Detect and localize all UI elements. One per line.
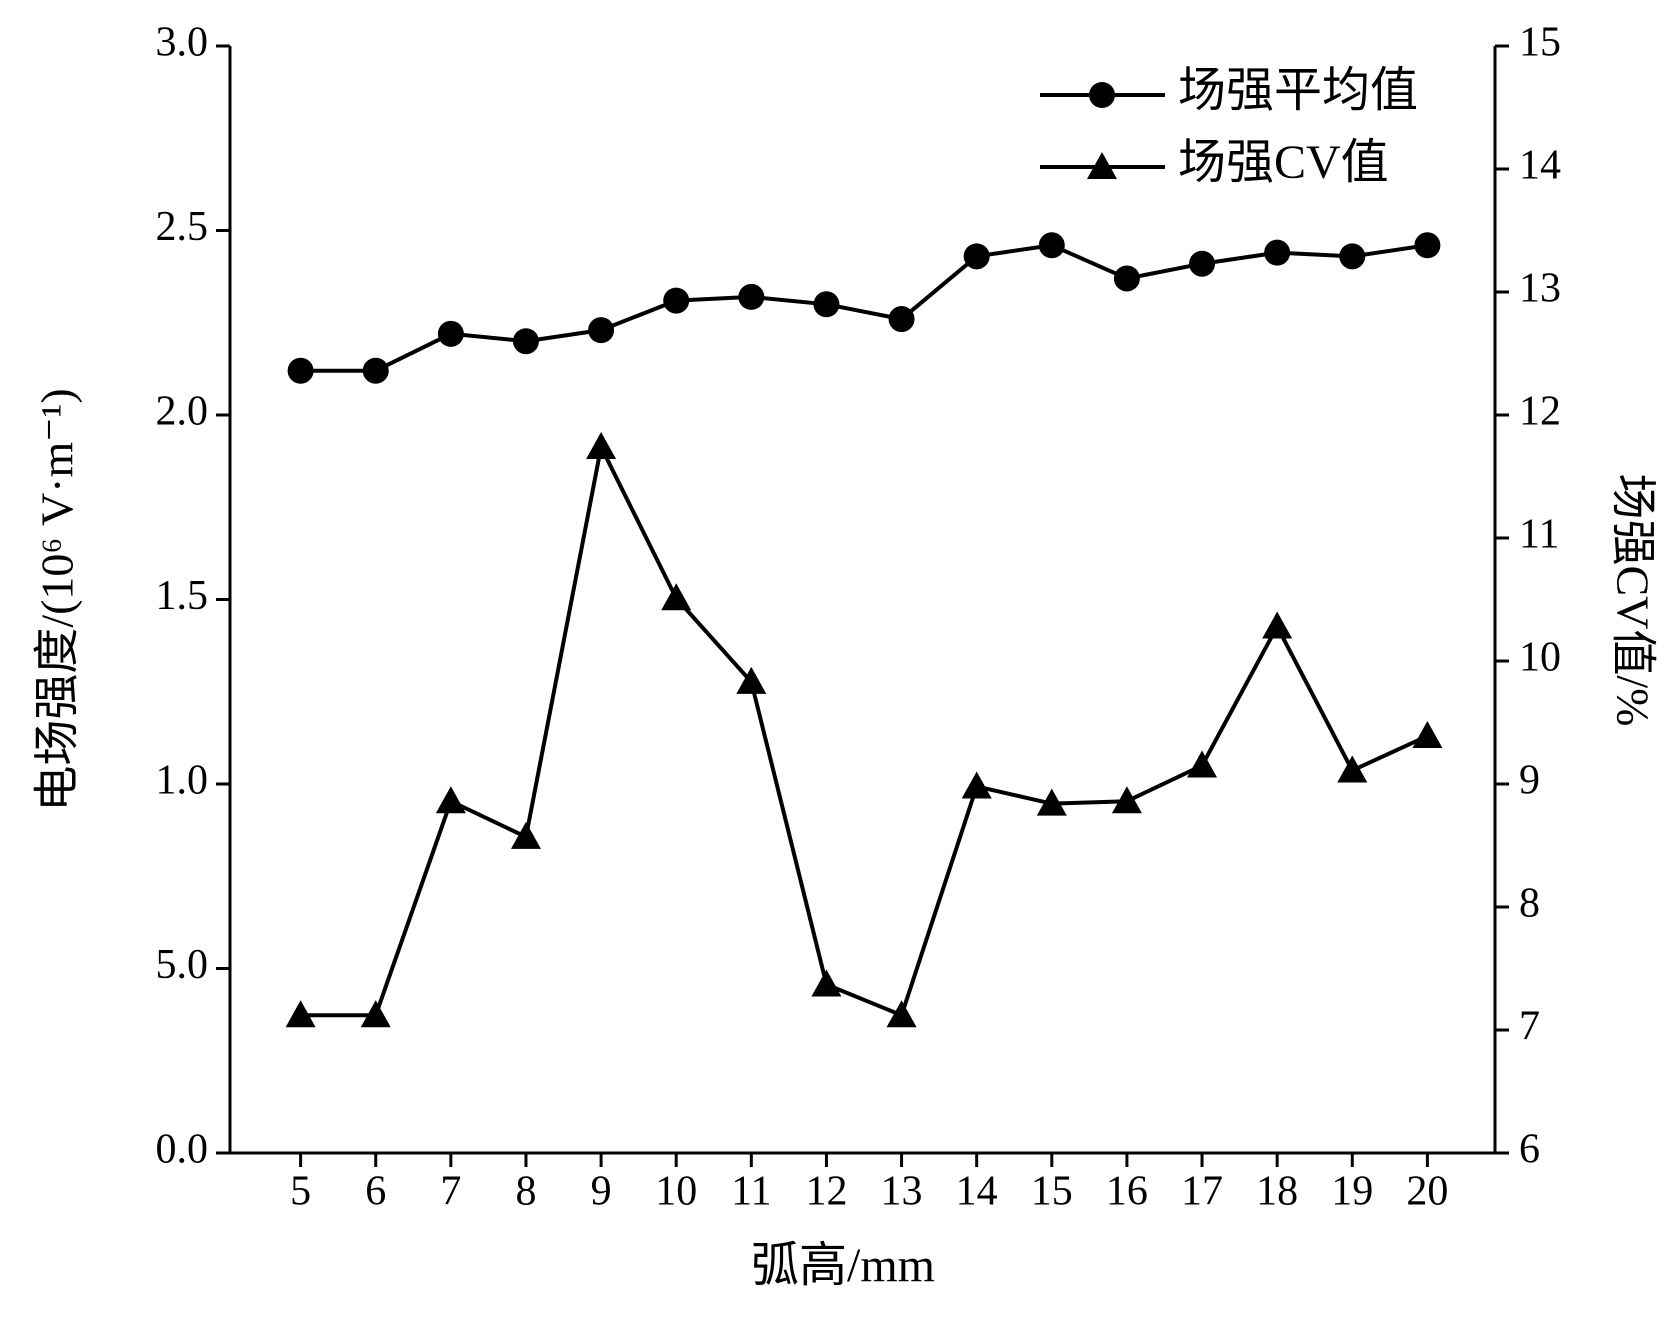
point — [1264, 239, 1291, 266]
y-tick-label: 1.0 — [156, 758, 209, 804]
axes-frame — [228, 46, 1497, 1155]
point — [961, 771, 992, 799]
y-tick-label: 5.0 — [156, 942, 209, 988]
point — [661, 583, 692, 611]
y-axis-label: 电场强度/(10⁶ V·m⁻¹) — [32, 388, 83, 811]
point — [510, 821, 541, 849]
point — [1187, 750, 1218, 778]
y-tick-label: 2.5 — [156, 204, 209, 250]
y2-tick-label: 13 — [1519, 266, 1561, 312]
y2-tick-label: 10 — [1519, 635, 1561, 681]
y2-tick-label: 9 — [1519, 758, 1540, 804]
point — [1036, 788, 1067, 816]
point — [886, 1000, 917, 1028]
point — [1337, 755, 1368, 783]
y-tick-label: 2.0 — [156, 389, 209, 435]
point — [586, 431, 617, 459]
legend-marker — [1089, 82, 1115, 108]
x-tick-label: 18 — [1256, 1169, 1298, 1215]
point — [437, 320, 464, 347]
x-tick-label: 13 — [881, 1169, 923, 1215]
x-tick-label: 17 — [1181, 1169, 1223, 1215]
point — [588, 317, 615, 344]
x-tick-label: 5 — [290, 1169, 311, 1215]
x-tick-label: 7 — [440, 1169, 461, 1215]
y2-tick-label: 14 — [1519, 143, 1561, 189]
x-tick-label: 9 — [591, 1169, 612, 1215]
x-tick-label: 11 — [731, 1169, 771, 1215]
y2-tick-label: 11 — [1519, 512, 1559, 558]
y2-tick-label: 6 — [1519, 1127, 1540, 1173]
y-tick-label: 1.5 — [156, 573, 209, 619]
point — [813, 291, 840, 318]
point — [1262, 611, 1293, 639]
point — [663, 287, 690, 314]
legend-label: 场强平均值 — [1178, 64, 1418, 117]
point — [1038, 232, 1065, 259]
x-tick-label: 12 — [805, 1169, 847, 1215]
y2-tick-label: 12 — [1519, 389, 1561, 435]
x-tick-label: 14 — [956, 1169, 998, 1215]
y-tick-label: 3.0 — [156, 20, 209, 66]
x-tick-label: 8 — [515, 1169, 536, 1215]
x-tick-label: 15 — [1031, 1169, 1073, 1215]
point — [512, 328, 539, 355]
series-line — [300, 440, 1429, 1018]
point — [287, 357, 314, 384]
x-tick-label: 20 — [1406, 1169, 1448, 1215]
y2-tick-label: 7 — [1519, 1004, 1540, 1050]
y-tick-label: 0.0 — [156, 1127, 209, 1173]
series-line — [300, 243, 1428, 373]
x-axis-label: 弧高/mm — [751, 1239, 935, 1292]
point — [963, 243, 990, 270]
point — [888, 306, 915, 333]
point — [1412, 721, 1443, 749]
legend-marker — [1087, 152, 1117, 179]
point — [362, 357, 389, 384]
point — [1414, 232, 1441, 259]
point — [435, 786, 466, 814]
point — [360, 1000, 391, 1028]
point — [1339, 243, 1366, 270]
point — [738, 283, 765, 310]
point — [1111, 786, 1142, 814]
y2-axis-label: 场强CV值/% — [1607, 474, 1658, 727]
point — [736, 666, 767, 694]
point — [811, 969, 842, 997]
x-tick-label: 10 — [655, 1169, 697, 1215]
y2-tick-label: 8 — [1519, 881, 1540, 927]
point — [285, 1000, 316, 1028]
y2-tick-label: 15 — [1519, 20, 1561, 66]
x-tick-label: 6 — [365, 1169, 386, 1215]
legend-label: 场强CV值 — [1178, 136, 1389, 189]
point — [1189, 250, 1216, 277]
point — [1113, 265, 1140, 292]
x-tick-label: 16 — [1106, 1169, 1148, 1215]
x-tick-label: 19 — [1331, 1169, 1373, 1215]
